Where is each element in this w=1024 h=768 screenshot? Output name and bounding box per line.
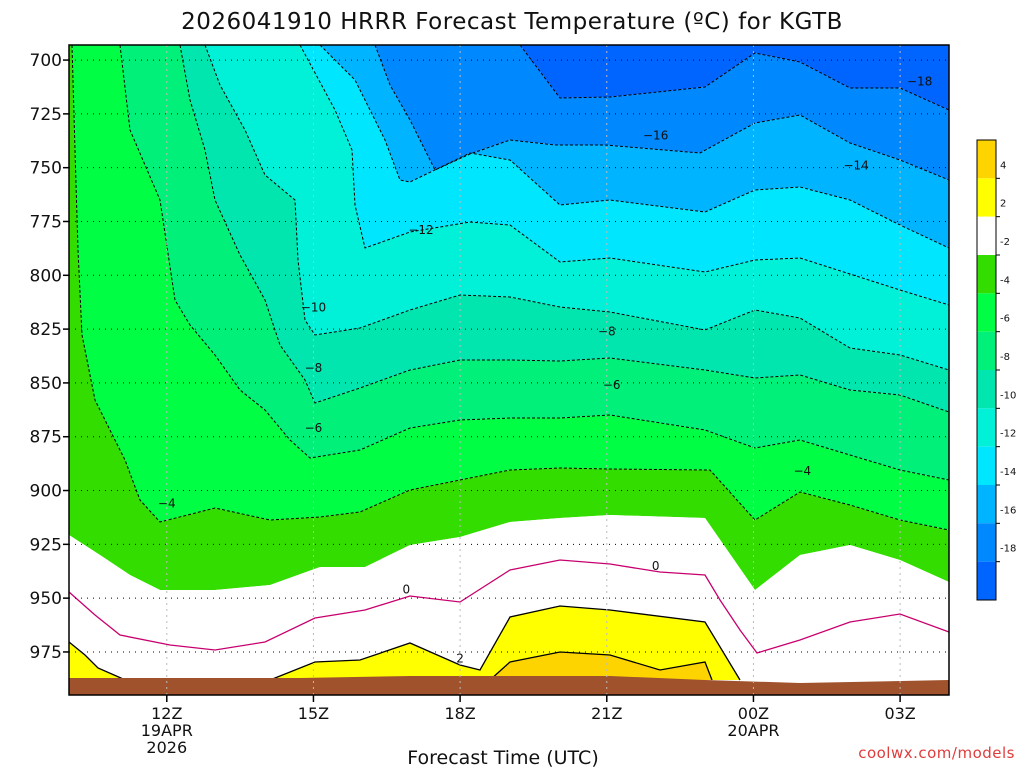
band-minus18 (69, 45, 949, 110)
x-tick-label: 12Z (151, 704, 182, 723)
y-tick-label: 850 (30, 374, 62, 394)
contour-minus4 (71, 44, 950, 531)
band-minus10 (69, 45, 949, 370)
contour-minus16 (374, 44, 950, 181)
contour-label: −18 (907, 75, 932, 89)
contour-lines (71, 44, 950, 531)
solid-contours (68, 559, 950, 683)
colorbar-label: -16 (1000, 505, 1016, 516)
contour-label: −12 (408, 223, 433, 237)
colorbar-label: -4 (1000, 275, 1010, 286)
band-minus4 (69, 45, 949, 530)
colorbar-swatch (977, 140, 996, 179)
colorbar-swatch (977, 523, 996, 562)
y-tick-label: 700 (30, 51, 62, 71)
colorbar-label: -18 (1000, 544, 1016, 555)
x-tick-label: 15Z (298, 704, 329, 723)
colorbar-label: -10 (1000, 390, 1016, 401)
contour-minus8 (179, 44, 950, 413)
colorbar-swatch (977, 331, 996, 370)
contour-minus12 (299, 44, 950, 306)
colorbar-label: 2 (1000, 199, 1006, 210)
chart-title: 2026041910 HRRR Forecast Temperature (ºC… (181, 9, 843, 35)
contour-label: −6 (305, 421, 323, 435)
colorbar-label: -6 (1000, 314, 1010, 325)
x-tick-label: 2026 (146, 738, 187, 757)
band-minus6 (69, 45, 949, 480)
x-tick-label: 03Z (884, 704, 915, 723)
contour-label: 0 (403, 583, 411, 597)
colorbar-swatch (977, 255, 996, 294)
y-tick-label: 950 (30, 589, 62, 609)
colorbar-label: -14 (1000, 467, 1016, 478)
band-2-to-4 (69, 642, 130, 682)
contour-minus6 (119, 44, 950, 481)
band-minus2 (69, 45, 949, 590)
contour-minus18 (519, 44, 950, 111)
band-minus8 (69, 45, 949, 412)
colorbar-swatch (977, 446, 996, 485)
x-tick-label: 19APR (141, 721, 193, 740)
x-tick-label: 18Z (444, 704, 475, 723)
contour-2-mid (269, 605, 741, 681)
contour-minus14 (319, 44, 950, 249)
contour-minus10 (204, 44, 950, 371)
colorbar: 4 2 -2 -4 -6 -8 -10 -12 -14 -16 -18 (976, 139, 1016, 601)
y-tick-label: 725 (30, 105, 62, 125)
contour-label: −10 (301, 301, 326, 315)
colorbar-swatch (977, 408, 996, 447)
contour-label: −14 (843, 159, 868, 173)
colorbar-swatch (977, 216, 996, 255)
contour-label: −16 (643, 128, 668, 142)
y-tick-label: 900 (30, 482, 62, 502)
contour-label: −8 (305, 361, 323, 375)
colorbar-swatch (977, 178, 996, 217)
y-tick-label: 800 (30, 266, 62, 286)
contour-label: 2 (456, 651, 464, 665)
contour-label: 0 (652, 559, 660, 573)
contour-4 (489, 651, 713, 681)
band-above-zero (69, 515, 949, 682)
band-minus16 (69, 45, 949, 180)
contour-labels: −18 −16 −14 −12 −10 −8 −8 −6 −6 −4 −4 0 0 2 (158, 75, 932, 666)
contour-label: −8 (598, 324, 616, 338)
y-tick-label: 750 (30, 159, 62, 179)
band-above-4 (490, 652, 712, 680)
x-tick-label: 21Z (591, 704, 622, 723)
y-tick-label: 975 (30, 643, 62, 663)
colorbar-label: -12 (1000, 429, 1016, 440)
colorbar-label: -8 (1000, 352, 1010, 363)
contour-label: −4 (158, 496, 176, 510)
x-tick-label: 00Z (738, 704, 769, 723)
band-minus12 (69, 45, 949, 305)
x-tick-label: 20APR (727, 721, 779, 740)
grid-lines (69, 45, 949, 695)
band-minus14 (69, 45, 949, 248)
plot-area: −18 −16 −14 −12 −10 −8 −8 −6 −6 −4 −4 0 0 2 (68, 44, 950, 696)
y-tick-label: 925 (30, 535, 62, 555)
y-tick-label: 875 (30, 428, 62, 448)
contour-label: −6 (603, 378, 621, 392)
credit-text: coolwx.com/models (858, 744, 1015, 762)
ground (69, 676, 949, 695)
colorbar-swatch (977, 370, 996, 409)
contour-2 (68, 641, 131, 683)
colorbar-label: -2 (1000, 237, 1010, 248)
y-tick-label: 825 (30, 320, 62, 340)
contour-label: −4 (793, 464, 811, 478)
colorbar-swatch (977, 293, 996, 332)
contour-zero (68, 559, 950, 654)
plot-frame (68, 44, 950, 696)
colorbar-swatch (977, 485, 996, 524)
y-axis: 700 725 750 775 800 825 850 875 900 925 950 975 (30, 51, 69, 663)
colorbar-swatch (977, 561, 996, 600)
temperature-bands (69, 45, 949, 682)
y-tick-label: 775 (30, 212, 62, 232)
x-axis-label: Forecast Time (UTC) (407, 747, 598, 768)
colorbar-label: 4 (1000, 160, 1006, 171)
